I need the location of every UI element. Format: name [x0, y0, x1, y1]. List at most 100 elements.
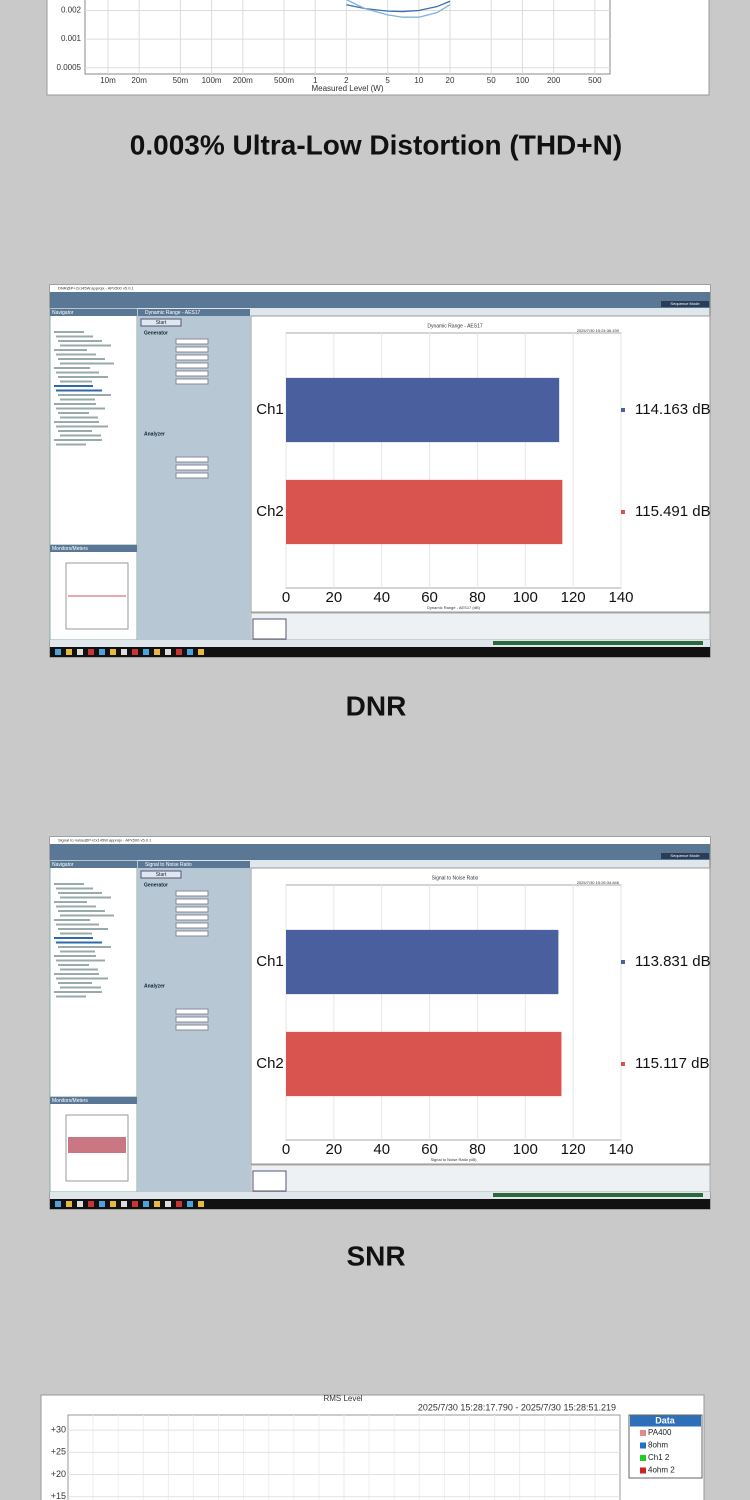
setting-field [175, 898, 209, 905]
label-marker [621, 1062, 625, 1066]
taskbar-icon [99, 1201, 105, 1207]
section-label: Generator [144, 882, 168, 888]
thumbnail [252, 1170, 287, 1192]
tree-row [56, 335, 93, 338]
tree-row [56, 371, 99, 374]
setting-field [175, 1008, 209, 1015]
x-tick-label: 10 [414, 76, 423, 85]
timestamp: 2025/7/30 15:24:36.439 [577, 328, 620, 333]
chart-title: RMS Level [323, 1394, 362, 1403]
start-label: Start [156, 872, 167, 878]
x-axis-label: Dynamic Range - AES17 (dB) [427, 605, 481, 610]
y-tick-label: +20 [51, 1469, 66, 1479]
taskbar-icon [121, 649, 127, 655]
tree-row [58, 376, 108, 378]
legend-label: Ch1 2 [648, 1453, 670, 1462]
taskbar-icon [110, 649, 116, 655]
start-button[interactable] [140, 870, 182, 879]
x-tick-label: 20 [446, 76, 455, 85]
navigator-title: Navigator [52, 310, 74, 316]
monitors-header [50, 1097, 137, 1104]
tree-row [60, 362, 114, 365]
taskbar-icon [143, 1201, 149, 1207]
tree-row [54, 973, 99, 975]
tree-row [54, 919, 90, 921]
x-tick-label: 80 [469, 1141, 486, 1158]
tree-row [58, 910, 105, 912]
bar [286, 479, 563, 545]
x-axis-label: Measured Level (W) [311, 84, 383, 93]
legend-header [630, 1415, 701, 1427]
chart-title: Signal to Noise Ratio [432, 875, 479, 881]
tree-row [54, 991, 102, 993]
setting-field [175, 914, 209, 921]
taskbar-icon [143, 649, 149, 655]
taskbar [50, 1199, 710, 1209]
tree-row [60, 398, 95, 401]
tree-row [60, 968, 98, 971]
tree-row [56, 923, 99, 926]
setting-field [175, 1016, 209, 1023]
x-tick-label: 80 [469, 589, 486, 606]
title-bar [50, 837, 710, 844]
y-tick-label: +25 [51, 1447, 66, 1457]
taskbar-icon [77, 1201, 83, 1207]
navigator-header [50, 861, 137, 868]
tree-row [54, 439, 102, 441]
tree-row [56, 425, 108, 428]
panel-title: Signal to Noise Ratio [145, 862, 192, 868]
scope-noise [68, 1137, 126, 1153]
setting-field [175, 354, 209, 361]
tree-row [58, 430, 92, 432]
tree-row [58, 964, 89, 966]
heading: 0.003% Ultra-Low Distortion (THD+N) [130, 129, 622, 160]
setting-field [175, 930, 209, 937]
taskbar [50, 647, 710, 657]
taskbar-icon [154, 1201, 160, 1207]
x-tick-label: 0 [282, 589, 290, 606]
title-bar [50, 285, 710, 292]
mode-button [661, 301, 709, 307]
x-tick-label: 100 [513, 1141, 538, 1158]
setting-field [175, 346, 209, 353]
status-meter [493, 1193, 703, 1197]
legend-swatch [640, 1442, 646, 1449]
legend-title: Data [655, 1415, 676, 1425]
tree-row [56, 443, 86, 446]
tree-row [54, 403, 96, 405]
legend-swatch [640, 1455, 646, 1461]
y-tick-label: 0.002 [61, 6, 82, 15]
tree-row [56, 959, 105, 962]
setting-field [175, 338, 209, 345]
start-button[interactable] [140, 318, 182, 327]
setting-field [175, 472, 209, 479]
mode-label: Sequence Mode [670, 853, 700, 858]
setting-field [175, 456, 209, 463]
tree-row [58, 412, 89, 414]
y-tick-label: +30 [51, 1424, 66, 1434]
y-tick-label: 0.0005 [57, 63, 82, 72]
status-bar [50, 640, 710, 647]
taskbar-icon [198, 1201, 204, 1207]
tree-row [60, 986, 101, 989]
tree-row [56, 887, 93, 890]
tree-row [60, 914, 114, 917]
monitors-title: Monitors/Meters [52, 546, 88, 552]
tree-row [54, 901, 87, 903]
taskbar-icon [165, 1201, 171, 1207]
plot-area [285, 884, 622, 1141]
tree-row [60, 344, 111, 347]
section-label: Analyzer [144, 983, 165, 989]
x-tick-label: 50m [173, 76, 189, 85]
x-tick-label: 20m [131, 76, 147, 85]
timestamp: 2025/7/30 15:26:34.846 [577, 880, 620, 885]
taskbar-icon [88, 649, 94, 655]
navigator-title: Navigator [52, 862, 74, 868]
taskbar-icon [55, 1201, 61, 1207]
x-axis-label: Signal to Noise Ratio (dB) [430, 1157, 477, 1162]
tree-row [60, 932, 92, 935]
taskbar-icon [165, 649, 171, 655]
